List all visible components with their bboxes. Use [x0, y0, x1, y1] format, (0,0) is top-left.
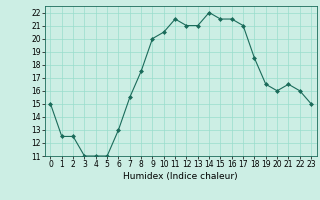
X-axis label: Humidex (Indice chaleur): Humidex (Indice chaleur) — [124, 172, 238, 181]
